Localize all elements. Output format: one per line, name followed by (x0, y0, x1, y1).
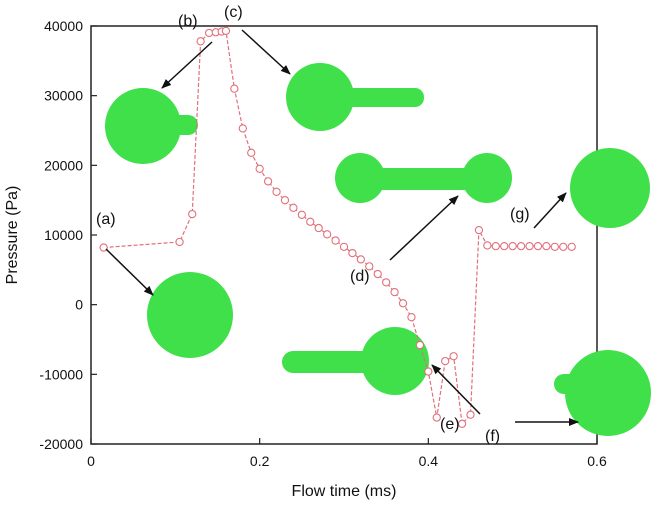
data-point (500, 241, 509, 251)
annotation-labels: (a) (b) (c) (d) (e) (f) (g) (96, 4, 530, 445)
data-point (196, 37, 205, 46)
data-point (272, 187, 281, 196)
data-point (175, 237, 184, 247)
droplet-shape-a (147, 272, 233, 358)
data-point (525, 241, 534, 251)
data-point (559, 242, 568, 251)
data-point (516, 241, 526, 251)
x-tick-label: 0.2 (250, 453, 270, 469)
data-point (491, 241, 500, 251)
data-point (424, 367, 433, 376)
data-point (407, 313, 416, 322)
annotation-arrows (105, 29, 579, 426)
data-point (99, 243, 108, 252)
annotation-label-b: (b) (178, 13, 198, 30)
arrow-c (241, 29, 291, 75)
x-tick-label: 0.6 (587, 453, 607, 469)
y-tick-label: 30000 (44, 88, 83, 104)
data-point (398, 299, 408, 308)
arrow-a (105, 248, 154, 296)
droplet-shape-d (335, 153, 512, 203)
y-axis-label: Pressure (Pa) (4, 186, 21, 285)
x-axis-label: Flow time (ms) (292, 483, 397, 500)
data-point (483, 241, 492, 250)
data-point (204, 28, 214, 38)
y-tick-label: 40000 (44, 18, 83, 34)
data-point (247, 148, 256, 157)
data-point (373, 269, 382, 279)
arrow-b (161, 41, 213, 89)
data-point (508, 241, 517, 251)
arrow-d (389, 195, 459, 261)
droplet-shape-f (554, 350, 651, 436)
data-point (297, 210, 306, 219)
data-point (356, 255, 366, 264)
data-point (382, 278, 391, 287)
annotation-label-d: (d) (350, 268, 370, 285)
data-point (188, 209, 197, 219)
data-point (322, 230, 332, 239)
x-tick-label: 0.4 (419, 453, 439, 469)
y-tick-label: 10000 (44, 227, 83, 243)
data-point (263, 177, 273, 186)
data-point (306, 217, 315, 226)
data-point (238, 124, 247, 133)
data-point (348, 248, 357, 258)
tick-group: 0 0.2 0.4 0.6 -20000 -10000 0 10000 20000 30000 40… (39, 18, 607, 469)
x-tick-label: 0 (87, 453, 95, 469)
annotation-label-a: (a) (96, 211, 116, 228)
y-tick-label: -20000 (39, 436, 83, 452)
data-point (533, 241, 543, 251)
y-tick-label: 20000 (44, 157, 83, 173)
annotation-label-e: (e) (440, 416, 460, 433)
droplet-shape-c (286, 63, 424, 131)
arrow-g (533, 192, 567, 229)
data-point (230, 84, 239, 93)
data-point (567, 242, 576, 251)
droplet-shape-b (105, 88, 198, 164)
data-point (449, 352, 458, 361)
droplet-shape-g (570, 148, 650, 228)
data-point (255, 164, 264, 173)
data-point (550, 242, 559, 251)
data-point (339, 242, 349, 251)
arrow-e (431, 364, 481, 415)
data-point (331, 236, 340, 245)
series-layer (99, 26, 576, 428)
data-point (221, 26, 231, 36)
annotation-label-g: (g) (510, 206, 530, 223)
annotation-label-c: (c) (224, 4, 243, 21)
data-point (441, 356, 450, 366)
data-point (289, 203, 298, 212)
droplet-shape-e (282, 327, 429, 395)
data-point (542, 241, 551, 251)
annotation-label-f: (f) (485, 428, 500, 445)
data-point (280, 196, 290, 205)
data-point (390, 287, 399, 297)
y-tick-label: -10000 (39, 366, 83, 382)
data-point (457, 419, 467, 428)
y-tick-label: 0 (75, 297, 83, 313)
data-point (466, 410, 475, 419)
data-point (474, 225, 484, 235)
data-point (415, 340, 425, 350)
data-point (432, 413, 441, 422)
data-point (314, 223, 323, 233)
data-point (365, 262, 374, 271)
droplet-illustrations (105, 63, 651, 436)
